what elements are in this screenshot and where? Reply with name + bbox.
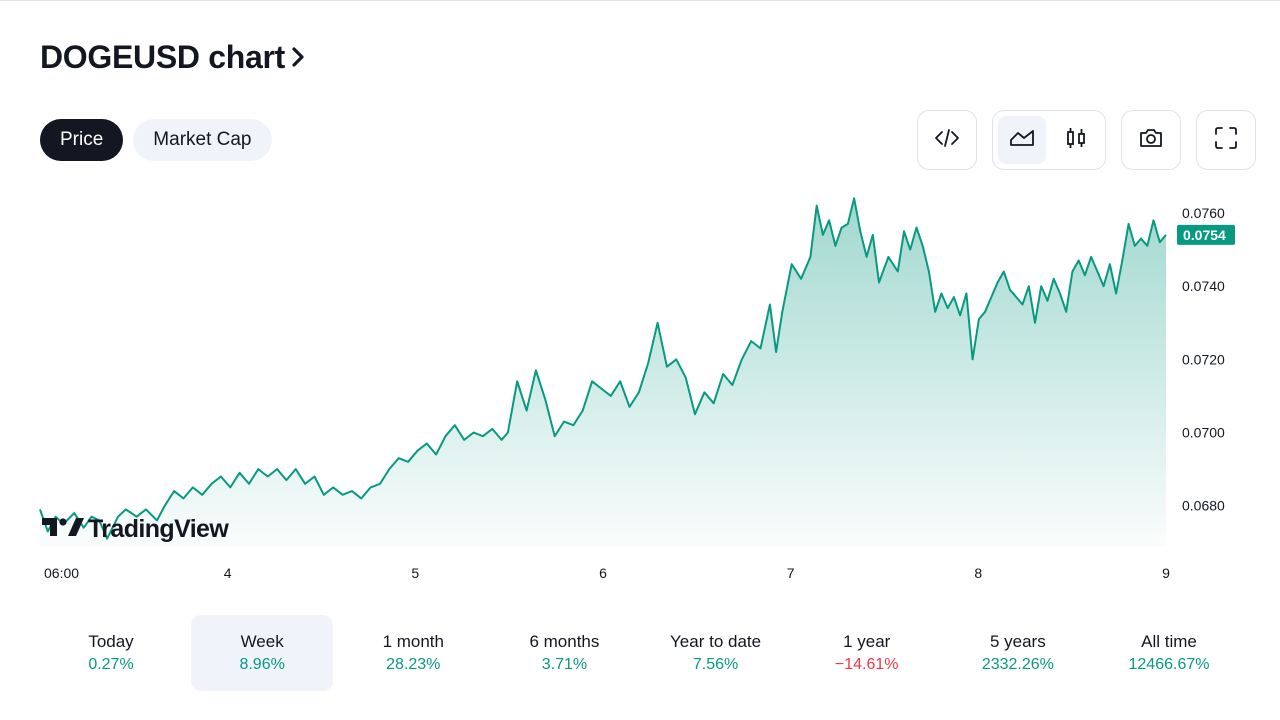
x-axis: 06:00 4 5 6 7 8 9 — [44, 565, 1170, 581]
period-change-value: 0.27% — [88, 656, 134, 673]
tab-market-cap[interactable]: Market Cap — [133, 119, 272, 161]
y-axis: 0.0680 0.0700 0.0720 0.0740 0.0760 — [1182, 205, 1225, 514]
period-1-year[interactable]: 1 year −14.61% — [796, 615, 938, 691]
chart-title-link[interactable]: DOGEUSD chart — [40, 39, 307, 76]
camera-icon — [1137, 124, 1165, 157]
performance-periods: Today 0.27% Week 8.96% 1 month 28.23% 6 months… — [40, 615, 1240, 691]
period-label: 1 month — [382, 632, 444, 651]
y-tick-label: 0.0760 — [1182, 205, 1225, 221]
x-tick-label: 9 — [1162, 565, 1170, 581]
code-icon — [933, 124, 961, 157]
price-area-fill — [40, 198, 1166, 547]
embed-tool-group — [917, 110, 977, 170]
period-today[interactable]: Today 0.27% — [40, 615, 182, 691]
period-change-value: 7.56% — [692, 656, 739, 673]
tradingview-logo[interactable]: TradingView — [40, 515, 229, 544]
last-price-value: 0.0754 — [1183, 227, 1226, 243]
y-tick-label: 0.0680 — [1182, 498, 1225, 514]
tab-price[interactable]: Price — [40, 119, 124, 161]
period-5-years[interactable]: 5 years 2332.26% — [947, 615, 1089, 691]
period-change-value: 28.23% — [386, 656, 441, 673]
price-chart[interactable]: 0.0680 0.0700 0.0720 0.0740 0.0760 06:00 4 5 6 7… — [0, 181, 1280, 591]
period-label: Week — [240, 632, 284, 651]
snapshot-tool-group — [1121, 110, 1181, 170]
x-tick-label: 8 — [974, 565, 982, 581]
last-price-badge — [1177, 224, 1235, 245]
chevron-right-icon — [291, 46, 307, 73]
tradingview-logo-icon — [40, 515, 84, 544]
snapshot-button[interactable] — [1127, 116, 1175, 164]
y-tick-label: 0.0700 — [1182, 425, 1225, 441]
x-tick-label: 4 — [224, 565, 232, 581]
fullscreen-icon — [1212, 124, 1240, 157]
fullscreen-button[interactable] — [1202, 116, 1250, 164]
period-week[interactable]: Week 8.96% — [191, 615, 334, 691]
period-change-value: 3.71% — [541, 656, 588, 673]
x-tick-label: 6 — [599, 565, 607, 581]
page-title: DOGEUSD chart — [40, 39, 286, 75]
tradingview-logo-text: TradingView — [88, 515, 229, 543]
period-label: Year to date — [670, 632, 762, 651]
period-all-time[interactable]: All time 12466.67% — [1098, 615, 1240, 691]
fullscreen-tool-group — [1196, 110, 1256, 170]
period-label: 5 years — [989, 632, 1046, 651]
chart-type-group — [992, 110, 1106, 170]
period-change-value: 2332.26% — [981, 656, 1054, 673]
candlestick-chart-button[interactable] — [1052, 116, 1100, 164]
x-tick-label: 06:00 — [44, 565, 79, 581]
period-label: 6 months — [529, 632, 600, 651]
area-chart-icon — [1008, 124, 1036, 157]
embed-button[interactable] — [923, 116, 971, 164]
price-line — [39, 197, 1167, 540]
period-label: All time — [1141, 632, 1197, 651]
period-label: 1 year — [843, 632, 891, 651]
data-type-tabs: Price Market Cap — [40, 119, 272, 161]
period-1-month[interactable]: 1 month 28.23% — [342, 615, 484, 691]
period-6-months[interactable]: 6 months 3.71% — [493, 615, 635, 691]
period-change-value: 8.96% — [239, 656, 285, 673]
last-price-label: 0.0754 — [1177, 224, 1235, 245]
x-tick-label: 5 — [411, 565, 419, 581]
y-tick-label: 0.0720 — [1182, 351, 1225, 367]
period-year-to-date[interactable]: Year to date 7.56% — [645, 615, 787, 691]
area-chart-button[interactable] — [998, 116, 1046, 164]
period-change-value: 12466.67% — [1128, 656, 1210, 673]
period-change-value: −14.61% — [834, 656, 899, 673]
period-label: Today — [88, 632, 134, 651]
candlestick-icon — [1062, 124, 1090, 157]
y-tick-label: 0.0740 — [1182, 278, 1225, 294]
x-tick-label: 7 — [787, 565, 795, 581]
